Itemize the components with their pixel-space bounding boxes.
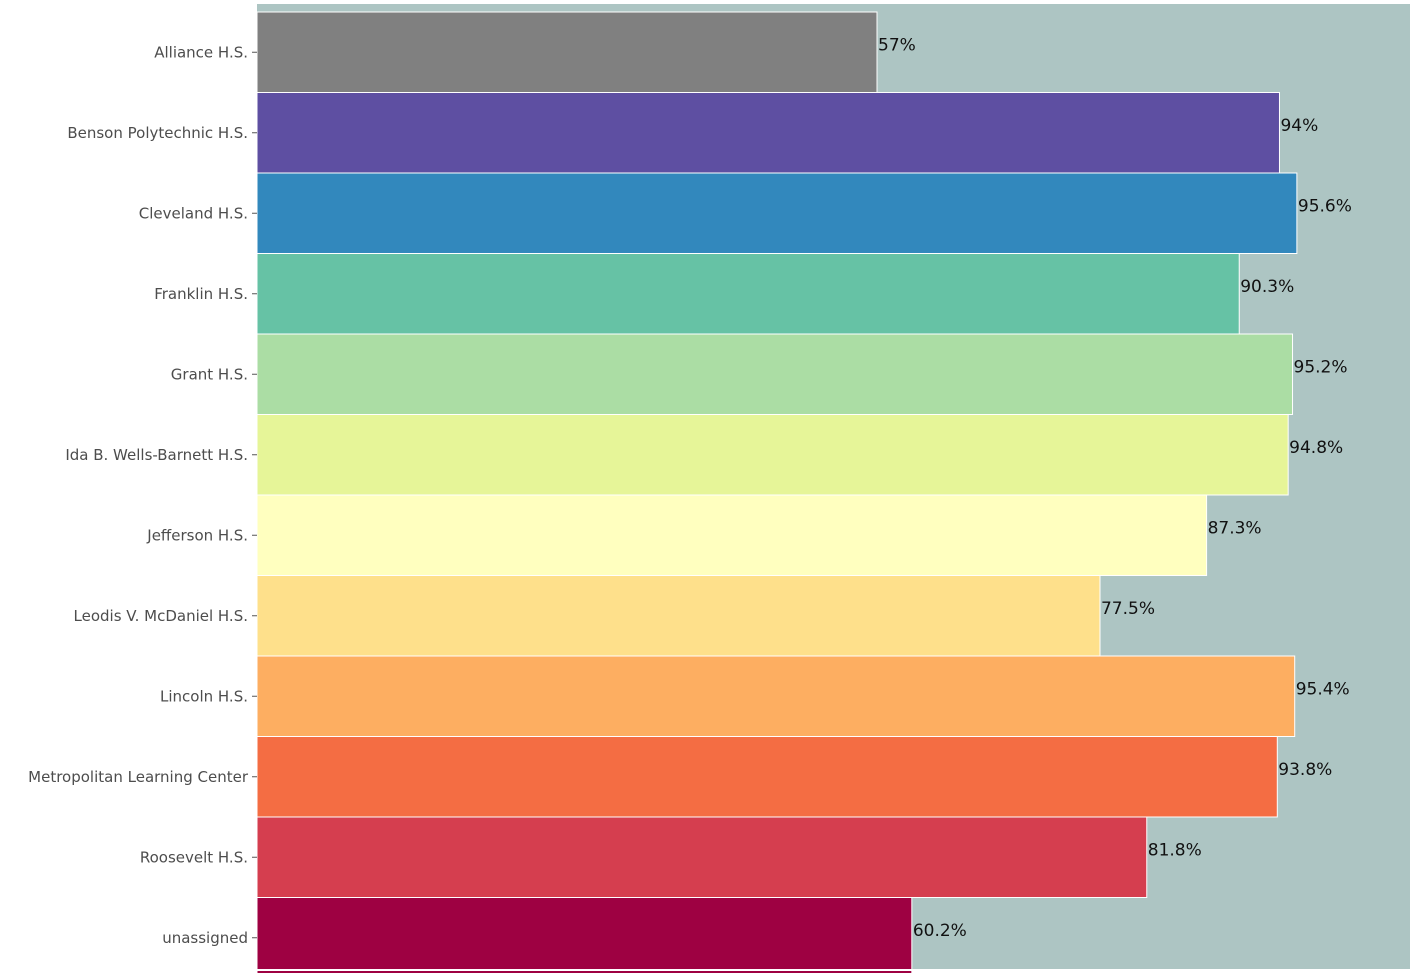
bar [256, 414, 1289, 496]
y-tick-label: Metropolitan Learning Center [28, 768, 249, 786]
data-label: 95.2% [1294, 357, 1348, 377]
y-tick-label: Cleveland H.S. [139, 204, 248, 222]
data-labels: 57% 94% 95.6% 90.3% 95.2% 94.8% 87.3% 77.5% 95.4… [878, 35, 1352, 941]
y-axis-ticks [252, 51, 257, 939]
data-label: 81.8% [1148, 840, 1202, 860]
y-tick-label: Lincoln H.S. [160, 687, 248, 705]
bars-group [256, 11, 1298, 973]
data-label: 90.3% [1240, 277, 1294, 297]
bar [256, 655, 1296, 737]
bar [256, 172, 1298, 254]
y-tick-label: Franklin H.S. [154, 285, 248, 303]
data-label: 57% [878, 35, 916, 55]
y-tick-label: Benson Polytechnic H.S. [67, 124, 248, 142]
data-label: 77.5% [1101, 599, 1155, 619]
y-tick-label: Roosevelt H.S. [140, 848, 248, 866]
data-label: 60.2% [913, 921, 967, 941]
data-label: 93.8% [1278, 760, 1332, 780]
bar [256, 816, 1148, 898]
data-label: 95.6% [1298, 196, 1352, 216]
bar [256, 736, 1278, 818]
data-label: 87.3% [1208, 518, 1262, 538]
bar [256, 11, 878, 93]
bar [256, 897, 913, 973]
data-label: 94.8% [1289, 438, 1343, 458]
y-tick-label: Jefferson H.S. [146, 526, 248, 544]
bar [256, 92, 1280, 174]
data-label: 94% [1280, 116, 1318, 136]
y-tick-label: Ida B. Wells-Barnett H.S. [65, 446, 248, 464]
bar [256, 253, 1240, 335]
y-tick-label: Alliance H.S. [154, 43, 248, 61]
y-tick-label: unassigned [162, 929, 248, 947]
bar [256, 575, 1101, 657]
y-tick-label: Leodis V. McDaniel H.S. [74, 607, 248, 625]
y-tick-label: Grant H.S. [171, 365, 248, 383]
y-axis-labels: Alliance H.S. Benson Polytechnic H.S. Clev… [28, 43, 249, 947]
data-label: 95.4% [1296, 679, 1350, 699]
bar [256, 333, 1294, 415]
bar [256, 494, 1208, 576]
